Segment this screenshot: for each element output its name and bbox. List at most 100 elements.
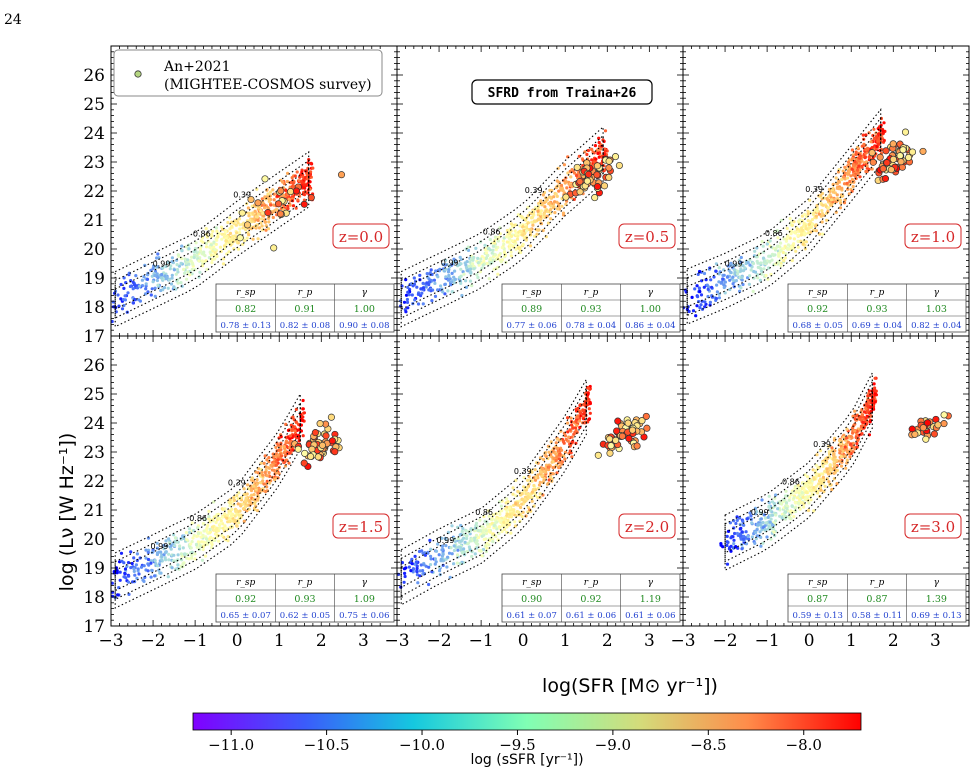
sim-point [439,557,443,562]
observed-point [876,153,884,161]
sim-point [789,510,793,514]
sim-point [704,302,708,306]
sim-point [262,461,266,465]
y-tick-label: 26 [83,66,105,86]
sim-point [147,563,151,567]
sim-point [237,513,241,517]
sim-point [817,212,822,216]
sim-point [806,508,811,513]
stats-box [215,573,395,623]
sim-point [840,194,844,198]
sim-point [511,509,516,513]
sim-point [744,530,748,534]
sim-point [801,242,805,246]
sim-point [439,284,443,288]
sim-point [835,468,840,472]
sim-point [569,451,573,455]
sim-point [524,225,529,229]
sim-point [165,275,169,280]
observed-point [643,424,651,432]
contour-0.39 [400,377,587,606]
sim-point [403,571,407,576]
sim-point [175,263,179,267]
sim-point [134,563,138,567]
observed-points [291,413,343,471]
sim-point [847,170,852,174]
sim-point [539,209,544,213]
sim-point [585,152,589,157]
sim-point [851,173,856,177]
sim-point [774,519,778,523]
sim-point [783,256,788,260]
sim-point [290,428,294,432]
y-tick-label: 24 [83,124,105,144]
sim-point [532,219,537,223]
sim-point [786,247,790,251]
sim-point [208,530,213,534]
sim-point [815,209,819,213]
sim-point [189,542,193,546]
sim-point [195,534,199,539]
sim-point [766,527,771,531]
sim-point [497,253,501,257]
sim-point [731,278,736,282]
sim-point [467,545,471,549]
sim-point [179,281,183,285]
sim-point [458,562,462,566]
sim-point [545,198,549,202]
sim-point [227,509,231,513]
observed-point [585,170,593,178]
sim-point [230,224,234,229]
sim-point [220,237,224,241]
sim-point [782,259,786,263]
sim-point [464,263,468,267]
stats-value: 1.09 [354,594,375,605]
sim-point [203,517,207,522]
sim-point [421,551,425,555]
sim-point [566,421,570,425]
sim-point [806,475,810,479]
sim-point [702,285,706,289]
redshift-label: z=2.0 [618,513,676,539]
observed-point [328,437,336,445]
sim-point [253,209,257,213]
sim-point [162,543,166,547]
sim-point [247,214,251,218]
sim-point [119,551,124,555]
observed-point [901,128,910,136]
stats-header: γ [648,288,654,298]
sim-point [751,261,756,266]
sim-point [875,144,879,149]
sim-point [520,502,524,506]
sim-point [415,285,419,289]
sim-point [843,171,847,175]
sim-point [756,265,760,269]
sim-point [760,272,764,276]
observed-point [307,452,315,461]
sim-point [530,220,534,224]
sim-point [854,152,858,156]
sim-point [216,512,220,516]
contour-label: 0.99 [436,536,454,545]
sim-point [860,159,864,163]
sim-point [452,281,456,285]
sim-point [283,454,287,458]
sim-point [592,160,597,164]
sim-point [536,228,540,232]
stats-value: 0.93 [866,304,887,315]
sim-point [490,518,494,522]
sim-point [516,503,521,507]
sim-point [111,319,114,324]
sim-point [570,455,574,459]
observed-point [615,161,623,170]
sim-point [127,271,131,275]
sim-point [211,249,215,253]
sim-point [418,273,422,277]
sim-point [167,558,171,562]
sim-point [164,558,168,562]
sim-point [846,176,850,180]
sim-point [807,226,812,230]
sim-point [579,411,583,415]
sim-point [456,548,460,552]
sim-point [452,548,456,553]
